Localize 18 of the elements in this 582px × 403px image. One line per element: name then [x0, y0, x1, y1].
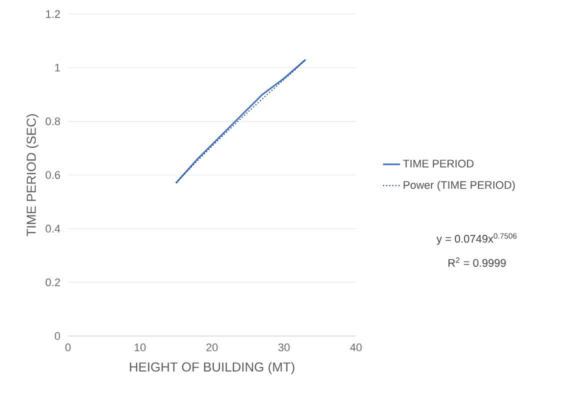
y-tick-label: 1.2 [46, 10, 60, 18]
x-tick-label: 30 [278, 344, 290, 352]
y-tick-label: 0.6 [46, 171, 60, 179]
y-tick-label: 0.4 [46, 224, 60, 233]
x-tick-label: 40 [350, 344, 362, 352]
y-axis-title: TIME PERIOD (SEC) [26, 114, 38, 236]
x-axis-title: HEIGHT OF BUILDING (MT) [130, 362, 294, 374]
legend-label: TIME PERIOD [403, 160, 474, 168]
x-tick-label: 0 [65, 344, 71, 352]
x-tick-label: 20 [206, 344, 218, 352]
text: R$^{2}$ = 0.9999 [448, 257, 506, 267]
y-tick-label: 0.8 [46, 117, 60, 126]
text: y = 0.0749x$^{0.7506}$ [436, 233, 517, 245]
y-tick-label: 0.2 [46, 278, 60, 286]
legend-label: Power (TIME PERIOD) [404, 180, 515, 192]
y-tick-label: 0 [54, 332, 60, 340]
y-tick-label: 1 [55, 64, 60, 72]
x-tick-label: 10 [134, 344, 146, 352]
